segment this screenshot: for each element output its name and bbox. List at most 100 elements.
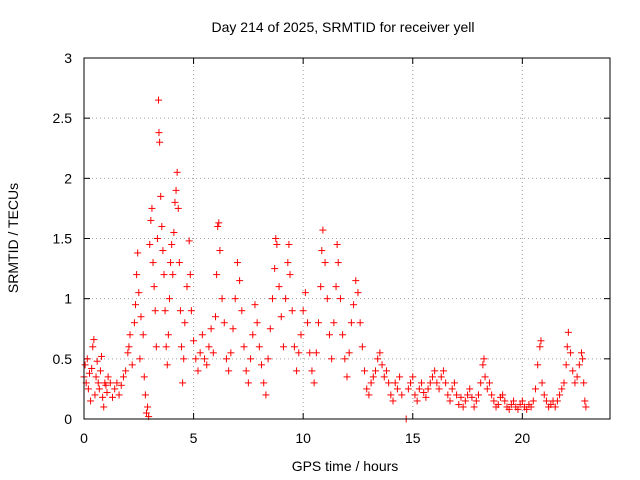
data-point xyxy=(393,385,401,393)
data-point xyxy=(332,283,340,291)
data-point xyxy=(488,391,496,399)
data-point xyxy=(181,319,189,327)
data-point xyxy=(266,325,274,333)
data-point xyxy=(529,397,537,405)
data-point xyxy=(168,241,176,249)
data-point xyxy=(404,385,412,393)
data-point xyxy=(242,367,250,375)
data-point xyxy=(490,397,498,405)
data-point xyxy=(547,401,555,409)
data-point xyxy=(354,289,362,297)
data-point xyxy=(175,259,183,267)
data-point xyxy=(537,337,545,345)
data-point xyxy=(124,349,132,357)
data-point xyxy=(215,219,223,227)
data-point xyxy=(507,401,515,409)
y-tick-label: 1 xyxy=(64,291,72,307)
data-point xyxy=(428,373,436,381)
data-point xyxy=(275,283,283,291)
data-point xyxy=(457,393,465,401)
x-tick-label: 10 xyxy=(295,430,311,446)
data-point xyxy=(310,379,318,387)
y-axis-label: SRMTID / TECUs xyxy=(5,183,21,293)
data-point xyxy=(534,361,542,369)
data-point xyxy=(135,289,143,297)
data-point xyxy=(92,373,100,381)
data-point xyxy=(480,355,488,363)
data-point xyxy=(178,343,186,351)
data-point xyxy=(472,397,480,405)
data-point xyxy=(196,349,204,357)
data-point xyxy=(293,367,301,375)
data-point xyxy=(173,168,181,176)
data-point xyxy=(251,301,259,309)
data-point xyxy=(125,343,133,351)
data-point xyxy=(510,397,518,405)
data-point xyxy=(126,331,134,339)
data-point xyxy=(113,379,121,387)
data-point xyxy=(240,343,248,351)
data-point xyxy=(470,403,478,411)
data-point xyxy=(336,295,344,303)
data-point xyxy=(479,361,487,369)
data-point xyxy=(304,319,312,327)
data-point xyxy=(285,241,293,249)
data-point xyxy=(96,367,104,375)
data-point xyxy=(450,379,458,387)
data-point xyxy=(137,313,145,321)
data-point xyxy=(149,259,157,267)
data-point xyxy=(295,349,303,357)
data-point xyxy=(102,381,110,389)
data-point xyxy=(194,367,202,375)
data-point xyxy=(389,397,397,405)
data-point xyxy=(122,367,130,375)
data-point xyxy=(167,259,175,267)
data-point xyxy=(475,391,482,399)
data-point xyxy=(180,355,188,363)
data-point xyxy=(297,331,305,339)
data-point xyxy=(172,186,180,194)
data-point xyxy=(222,355,230,363)
y-tick-label: 2 xyxy=(64,170,72,186)
data-point xyxy=(262,391,270,399)
data-point xyxy=(380,373,388,381)
data-point xyxy=(464,391,472,399)
data-point xyxy=(171,198,179,206)
data-point xyxy=(461,397,469,405)
data-point xyxy=(284,259,292,267)
y-tick-label: 3 xyxy=(64,50,72,66)
data-point xyxy=(160,271,168,279)
data-point xyxy=(350,301,358,309)
data-point xyxy=(369,373,377,381)
data-point xyxy=(321,259,329,267)
data-point xyxy=(108,393,116,401)
data-point xyxy=(187,307,195,315)
data-point xyxy=(328,355,336,363)
data-point xyxy=(459,403,467,411)
data-point xyxy=(339,331,347,339)
data-point xyxy=(268,295,276,303)
grid-lines xyxy=(84,58,610,419)
data-point xyxy=(271,265,279,273)
data-point xyxy=(264,355,272,363)
data-point xyxy=(398,391,406,399)
data-point xyxy=(396,373,404,381)
data-point xyxy=(233,259,241,267)
data-point xyxy=(128,361,136,369)
data-point xyxy=(501,397,509,405)
data-point xyxy=(179,379,187,387)
data-point xyxy=(579,355,587,363)
data-point xyxy=(481,373,489,381)
data-point xyxy=(161,307,169,315)
data-point xyxy=(323,295,331,303)
data-point xyxy=(376,349,384,357)
data-point xyxy=(190,337,198,345)
data-point xyxy=(104,373,112,381)
data-point xyxy=(466,385,474,393)
data-point xyxy=(152,343,160,351)
data-point xyxy=(343,373,351,381)
x-tick-label: 15 xyxy=(405,430,421,446)
data-point xyxy=(117,381,125,389)
data-point xyxy=(540,391,548,399)
data-point xyxy=(185,237,193,245)
